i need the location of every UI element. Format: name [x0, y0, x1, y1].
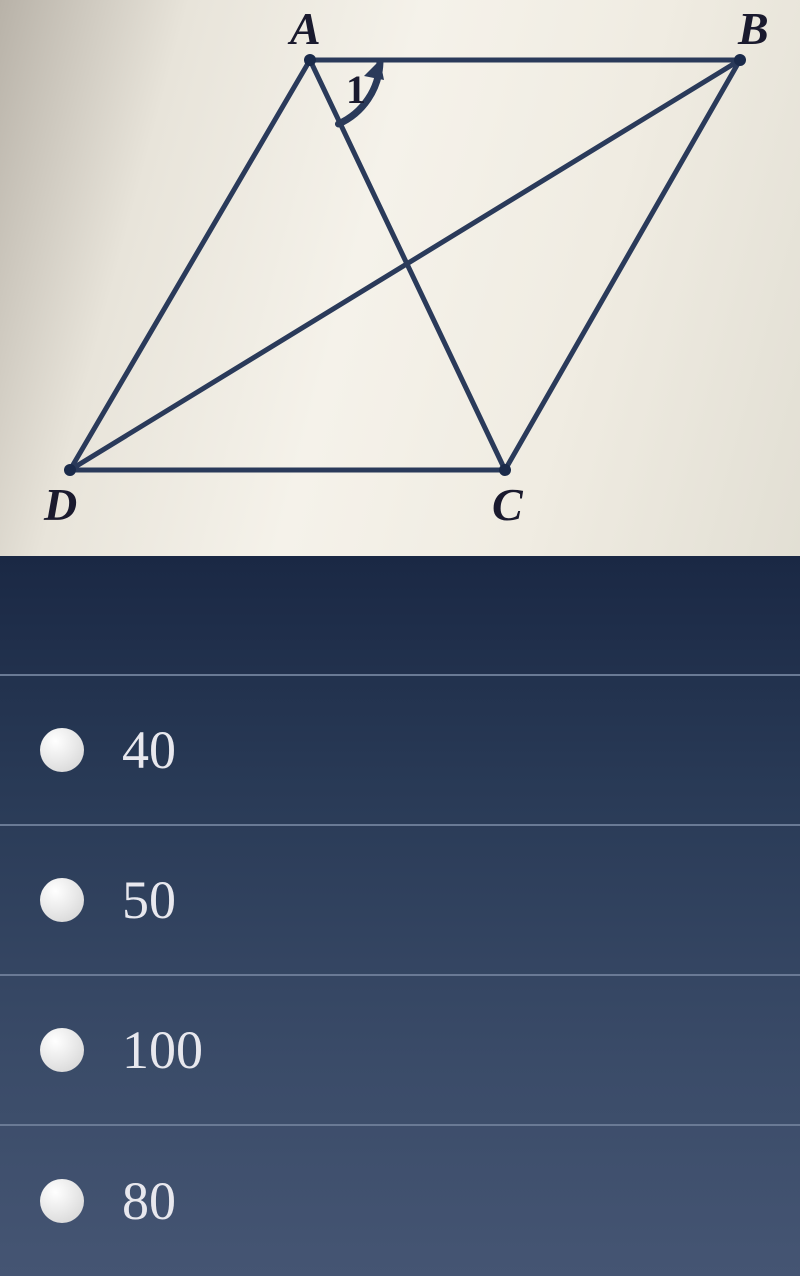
radio-button[interactable] — [40, 728, 84, 772]
option-row-3[interactable]: 80 — [0, 1126, 800, 1276]
radio-button[interactable] — [40, 878, 84, 922]
option-text: 100 — [122, 1019, 203, 1081]
answer-options-panel: 40 50 100 80 — [0, 556, 800, 1276]
option-row-2[interactable]: 100 — [0, 976, 800, 1126]
option-row-1[interactable]: 50 — [0, 826, 800, 976]
vertex-label-a: A — [290, 2, 321, 55]
vertex-label-d: D — [44, 478, 77, 531]
option-row-0[interactable]: 40 — [0, 676, 800, 826]
option-text: 50 — [122, 869, 176, 931]
vertex-label-b: B — [738, 2, 769, 55]
option-text: 40 — [122, 719, 176, 781]
radio-button[interactable] — [40, 1028, 84, 1072]
vertex-label-c: C — [492, 478, 523, 531]
radio-button[interactable] — [40, 1179, 84, 1223]
geometry-diagram: A B C D 1 — [0, 0, 800, 556]
option-text: 80 — [122, 1170, 176, 1232]
diagram-svg — [0, 0, 800, 556]
options-header-spacer — [0, 556, 800, 676]
angle-label-1: 1 — [346, 66, 366, 113]
